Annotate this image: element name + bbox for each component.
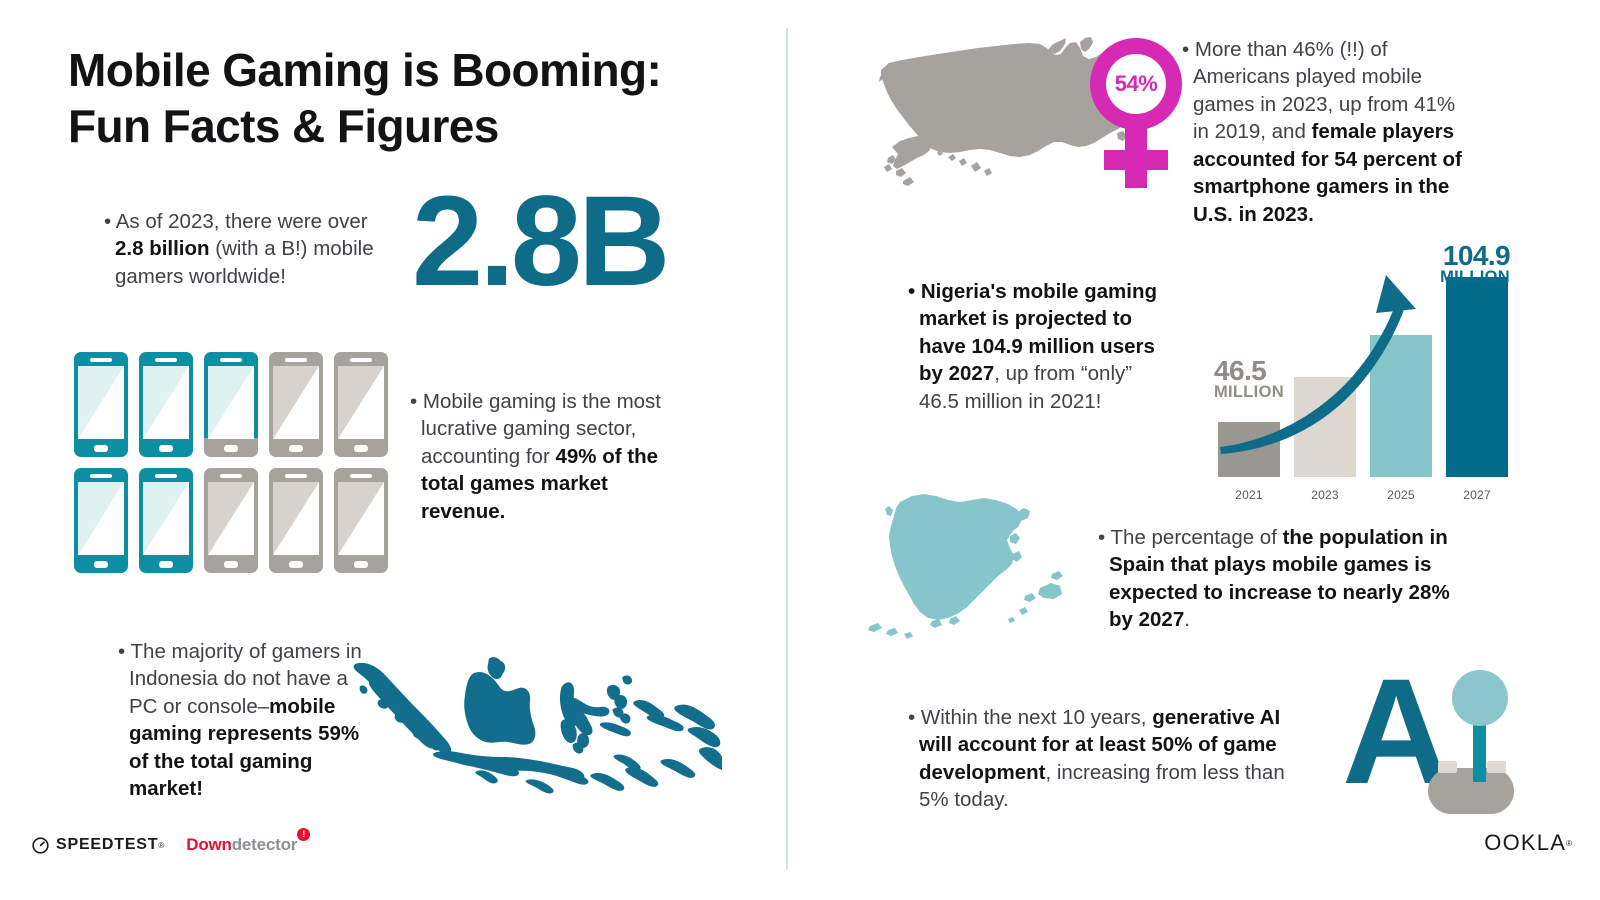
ookla-logo: OOKLA ® bbox=[1484, 830, 1572, 856]
fact-revenue-highlight: 49% of the total games market revenue. bbox=[421, 444, 659, 523]
joystick-stick-icon bbox=[1473, 720, 1486, 782]
bullet-marker: • bbox=[1098, 526, 1111, 549]
speedtest-tm: ® bbox=[158, 840, 165, 850]
fact-usa-text-1: More than 46% (!!) of Americans played m… bbox=[1193, 38, 1456, 144]
fact-indonesia-highlight: mobile gaming represents 59% of the tota… bbox=[129, 694, 360, 801]
bullet-marker: • bbox=[118, 640, 131, 663]
united-states-map-icon bbox=[879, 37, 1133, 186]
downdetector-detector: detector bbox=[231, 835, 298, 854]
fact-generative-ai: • Within the next 10 years, generative A… bbox=[908, 704, 1300, 814]
phone-icon bbox=[74, 352, 128, 457]
bullet-marker: • bbox=[908, 706, 921, 729]
female-symbol-icon: 54% bbox=[1090, 38, 1182, 188]
downdetector-down: Down bbox=[186, 835, 232, 854]
phone-icon bbox=[204, 468, 258, 573]
bar-2023: 2023 bbox=[1294, 377, 1356, 502]
joystick-button-icon bbox=[1438, 761, 1457, 773]
downdetector-wordmark: Downdetector ! bbox=[186, 828, 311, 855]
ookla-tm: ® bbox=[1566, 838, 1572, 848]
bar-2021: 2021 bbox=[1218, 422, 1280, 502]
phone-icon bbox=[74, 468, 128, 573]
footer-brand-logos: SPEEDTEST ® Downdetector ! bbox=[32, 828, 311, 858]
phone-icon bbox=[334, 468, 388, 573]
bar-label-2021: 2021 bbox=[1235, 488, 1263, 502]
big-stat-2-8b: 2.8B bbox=[412, 170, 670, 313]
phone-icon-partial bbox=[204, 352, 258, 457]
page-title-line-2: Fun Facts & Figures bbox=[68, 100, 499, 153]
nigeria-users-bar-chart: 2021 2023 2025 2027 46.5 MILLION 104.9 M… bbox=[1200, 235, 1520, 502]
bullet-marker: • bbox=[410, 390, 423, 413]
bar-callout-2027-value: 104.9 bbox=[1442, 240, 1511, 271]
fact-spain-text-1: The percentage of bbox=[1110, 526, 1283, 549]
phone-icon bbox=[269, 468, 323, 573]
bar-label-2027: 2027 bbox=[1463, 488, 1491, 502]
fact-nigeria-highlight: Nigeria's mobile gaming market is projec… bbox=[919, 280, 1157, 386]
fact-ai-text-1: Within the next 10 years, bbox=[920, 706, 1153, 729]
fact-spain-text-2: . bbox=[1184, 608, 1190, 632]
ookla-wordmark: OOKLA bbox=[1484, 830, 1567, 855]
phone-icon bbox=[334, 352, 388, 457]
fact-market-revenue: • Mobile gaming is the most lucrative ga… bbox=[410, 388, 682, 525]
phone-pictogram-grid bbox=[74, 352, 388, 576]
bar-2027: 2027 bbox=[1446, 277, 1508, 502]
joystick-base-icon bbox=[1428, 768, 1514, 814]
stat-54-percent: 54% bbox=[1114, 71, 1158, 96]
downdetector-alert-badge: ! bbox=[297, 828, 311, 841]
bar-callout-2021: 46.5 MILLION bbox=[1214, 355, 1284, 402]
fact-spain-population: • The percentage of the population in Sp… bbox=[1098, 524, 1450, 634]
bar-callout-2021-unit: MILLION bbox=[1214, 383, 1284, 402]
speedtest-gauge-icon bbox=[32, 836, 49, 854]
bar-callout-2027: 104.9 MILLION bbox=[1410, 240, 1511, 287]
bar-callout-2027-unit: MILLION bbox=[1440, 268, 1510, 287]
ai-joystick-logo: A bbox=[1342, 648, 1514, 818]
fact-worldwide-text-1: As of 2023, there were over bbox=[115, 210, 368, 233]
speedtest-wordmark: SPEEDTEST bbox=[56, 836, 159, 853]
fact-indonesia-text-1: The majority of gamers in Indonesia do n… bbox=[129, 640, 362, 718]
fact-worldwide-gamers: • As of 2023, there were over 2.8 billio… bbox=[104, 208, 376, 290]
bar-label-2025: 2025 bbox=[1387, 488, 1415, 502]
phone-icon bbox=[139, 352, 193, 457]
joystick-ball-icon bbox=[1452, 670, 1508, 726]
fact-ai-highlight: generative AI will account for at least … bbox=[919, 706, 1281, 784]
phone-icon bbox=[269, 352, 323, 457]
bar-label-2023: 2023 bbox=[1311, 488, 1339, 502]
bullet-marker: • bbox=[1182, 38, 1195, 61]
fact-revenue-text-1: Mobile gaming is the most lucrative gami… bbox=[421, 390, 662, 468]
fact-worldwide-highlight: 2.8 billion bbox=[115, 237, 210, 261]
female-symbol-cross bbox=[1104, 150, 1168, 170]
fact-usa-players: • More than 46% (!!) of Americans played… bbox=[1182, 36, 1472, 228]
spain-map-icon bbox=[868, 494, 1063, 639]
fact-usa-text-2: . bbox=[1308, 202, 1314, 226]
page-title: Mobile Gaming is Booming: Fun Facts & Fi… bbox=[68, 42, 728, 154]
page-title-line-1: Mobile Gaming is Booming: bbox=[68, 44, 662, 96]
fact-nigeria-market: • Nigeria's mobile gaming market is proj… bbox=[908, 278, 1170, 415]
joystick-button-icon bbox=[1487, 761, 1506, 773]
female-symbol-inner-circle: 54% bbox=[1106, 54, 1166, 114]
indonesia-map-icon bbox=[353, 657, 722, 794]
bar-2025: 2025 bbox=[1370, 335, 1432, 502]
bar-callout-2021-value: 46.5 bbox=[1214, 355, 1267, 386]
fact-nigeria-text-1: , up from “only” 46.5 million in 2021! bbox=[919, 362, 1133, 413]
fact-ai-text-2: , increasing from less than 5% today. bbox=[919, 760, 1285, 812]
phone-icon bbox=[139, 468, 193, 573]
fact-spain-highlight: the population in Spain that plays mobil… bbox=[1109, 526, 1450, 632]
fact-usa-highlight: female players accounted for 54 percent … bbox=[1193, 120, 1462, 226]
fact-indonesia: • The majority of gamers in Indonesia do… bbox=[118, 638, 370, 803]
bullet-marker: • bbox=[104, 210, 116, 233]
column-divider bbox=[786, 28, 788, 870]
bullet-marker: • bbox=[908, 280, 921, 303]
fact-worldwide-text-2: (with a B!) mobile gamers worldwide! bbox=[115, 237, 374, 288]
